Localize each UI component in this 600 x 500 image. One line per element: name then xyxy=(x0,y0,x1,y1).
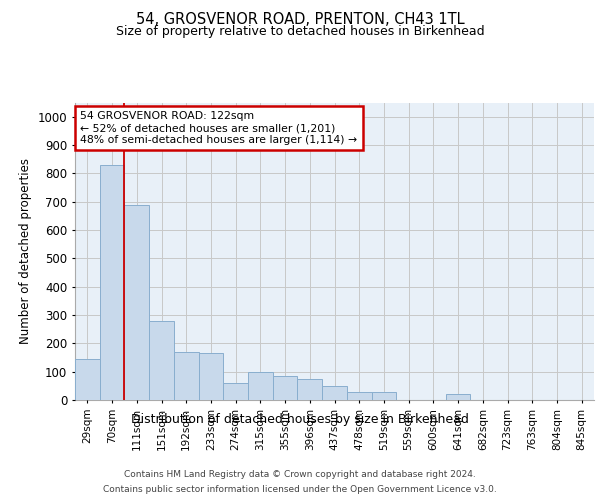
Text: Contains public sector information licensed under the Open Government Licence v3: Contains public sector information licen… xyxy=(103,485,497,494)
Y-axis label: Number of detached properties: Number of detached properties xyxy=(19,158,32,344)
Text: Distribution of detached houses by size in Birkenhead: Distribution of detached houses by size … xyxy=(131,412,469,426)
Text: 54, GROSVENOR ROAD, PRENTON, CH43 1TL: 54, GROSVENOR ROAD, PRENTON, CH43 1TL xyxy=(136,12,464,28)
Text: Size of property relative to detached houses in Birkenhead: Size of property relative to detached ho… xyxy=(116,25,484,38)
Bar xyxy=(174,352,199,400)
Bar xyxy=(100,165,124,400)
Bar xyxy=(347,392,371,400)
Bar xyxy=(273,376,298,400)
Bar xyxy=(124,204,149,400)
Bar xyxy=(371,392,396,400)
Bar xyxy=(199,353,223,400)
Bar xyxy=(248,372,273,400)
Text: Contains HM Land Registry data © Crown copyright and database right 2024.: Contains HM Land Registry data © Crown c… xyxy=(124,470,476,479)
Bar xyxy=(446,394,470,400)
Bar xyxy=(75,359,100,400)
Text: 54 GROSVENOR ROAD: 122sqm
← 52% of detached houses are smaller (1,201)
48% of se: 54 GROSVENOR ROAD: 122sqm ← 52% of detac… xyxy=(80,112,358,144)
Bar xyxy=(298,379,322,400)
Bar xyxy=(322,386,347,400)
Bar xyxy=(149,320,174,400)
Bar xyxy=(223,383,248,400)
